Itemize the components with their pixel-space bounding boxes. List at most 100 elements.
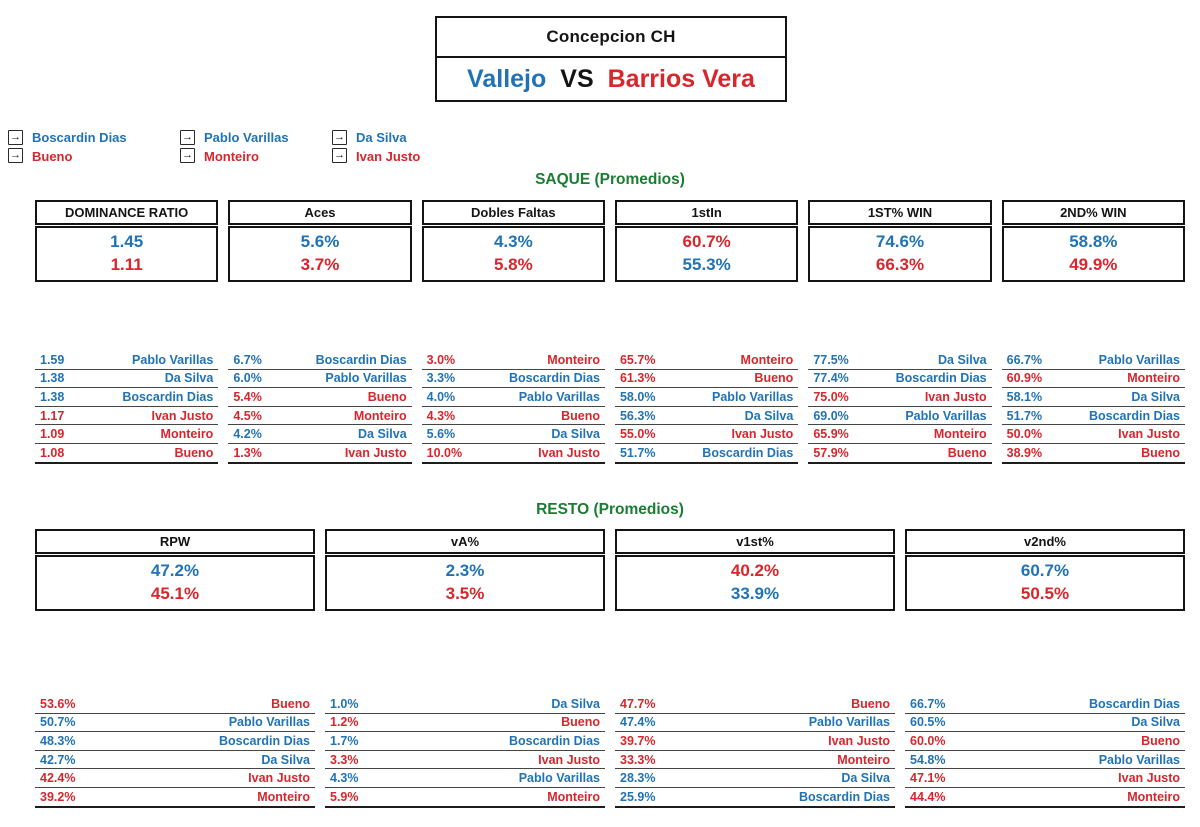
ranking-value: 50.7% (40, 715, 76, 730)
ranking-row: 58.0% Pablo Varillas (614, 388, 799, 407)
ranking-row: 3.3% Ivan Justo (325, 751, 605, 770)
ranking-player-name: Monteiro (547, 789, 600, 804)
ranking-row: 61.3% Bueno (614, 370, 799, 389)
ranking-player-name: Monteiro (547, 352, 600, 367)
ranking-list-va: 1.0% Da Silva 1.2% Bueno 1.7% Boscardin … (325, 695, 605, 808)
stat-label: v2nd% (905, 529, 1185, 554)
ranking-player-name: Bueno (851, 696, 890, 711)
stat-value-bottom: 3.5% (445, 584, 485, 603)
ranking-row: 4.0% Pablo Varillas (421, 388, 605, 407)
ranking-row: 25.9% Boscardin Dias (615, 788, 895, 808)
player-link-arrow-icon[interactable]: → (180, 148, 195, 164)
player-link-arrow-icon[interactable]: → (180, 130, 195, 145)
ranking-value: 60.9% (1006, 371, 1043, 386)
stat-values: 1.45 1.11 (35, 226, 219, 282)
ranking-value: 38.9% (1006, 445, 1043, 460)
stat-value-top: 60.7% (1020, 561, 1070, 580)
ranking-value: 4.5% (233, 408, 262, 423)
stat-value-bottom: 55.3% (682, 255, 731, 274)
ranking-player-name: Pablo Varillas (325, 371, 407, 386)
ranking-player-name: Da Silva (938, 352, 987, 367)
ranking-row: 1.38 Da Silva (35, 370, 219, 389)
ranking-row: 47.4% Pablo Varillas (615, 714, 895, 733)
player-link-arrow-icon[interactable]: → (8, 148, 23, 164)
ranking-row: 39.7% Ivan Justo (615, 732, 895, 751)
ranking-player-name: Ivan Justo (344, 445, 407, 460)
ranking-row: 4.2% Da Silva (228, 425, 412, 444)
ranking-value: 3.0% (426, 352, 456, 367)
ranking-player-name: Boscardin Dias (508, 733, 600, 748)
ranking-player-name: Monteiro (1127, 789, 1180, 804)
ranking-row: 1.08 Bueno (35, 444, 219, 464)
ranking-player-name: Ivan Justo (248, 771, 310, 786)
ranking-row: 55.0% Ivan Justo (614, 425, 799, 444)
ranking-value: 39.2% (40, 789, 76, 804)
ranking-value: 4.2% (233, 427, 262, 442)
legend-pair-3: → Da Silva → Ivan Justo (332, 128, 420, 166)
ranking-value: 6.7% (233, 352, 262, 367)
legend-player-name: Boscardin Dias (32, 130, 127, 145)
ranking-value: 44.4% (910, 789, 946, 804)
legend-pair-2: → Pablo Varillas → Monteiro (180, 128, 289, 166)
ranking-value: 1.0% (330, 696, 359, 711)
ranking-value: 3.3% (426, 371, 456, 386)
ranking-value: 66.7% (910, 696, 946, 711)
ranking-player-name: Boscardin Dias (218, 733, 310, 748)
ranking-player-name: Pablo Varillas (132, 352, 214, 367)
ranking-player-name: Pablo Varillas (905, 408, 987, 423)
ranking-row: 47.1% Ivan Justo (905, 769, 1185, 788)
tournament-title: Concepcion CH (437, 18, 785, 58)
ranking-player-name: Da Silva (1131, 715, 1180, 730)
ranking-player-name: Bueno (1141, 445, 1180, 460)
stat-label: 2ND% WIN (1001, 200, 1185, 225)
ranking-player-name: Ivan Justo (828, 733, 890, 748)
stat-box-v1st: v1st% 40.2% 33.9% (615, 529, 895, 611)
saque-rankings-row: 1.59 Pablo Varillas 1.38 Da Silva 1.38 B… (35, 351, 1185, 464)
stat-label: vA% (325, 529, 605, 554)
stat-value-top: 47.2% (150, 561, 200, 580)
ranking-row: 1.2% Bueno (325, 714, 605, 733)
player-link-arrow-icon[interactable]: → (332, 130, 347, 145)
stat-values: 4.3% 5.8% (421, 226, 605, 282)
resto-stats-row: RPW 47.2% 45.1% vA% 2.3% 3.5% v1st% 40.2… (35, 529, 1185, 611)
stat-box-v2nd: v2nd% 60.7% 50.5% (905, 529, 1185, 611)
player-link-arrow-icon[interactable]: → (8, 130, 23, 145)
player-link-arrow-icon[interactable]: → (332, 148, 347, 164)
stat-values: 60.7% 55.3% (614, 226, 799, 282)
ranking-row: 50.0% Ivan Justo (1001, 425, 1185, 444)
ranking-list-v1st: 47.7% Bueno 47.4% Pablo Varillas 39.7% I… (615, 695, 895, 808)
ranking-player-name: Ivan Justo (538, 445, 600, 460)
ranking-value: 56.3% (619, 408, 656, 423)
ranking-value: 10.0% (426, 445, 463, 460)
ranking-player-name: Pablo Varillas (1098, 352, 1180, 367)
ranking-player-name: Bueno (561, 715, 600, 730)
ranking-player-name: Bueno (367, 389, 407, 404)
ranking-row: 77.4% Boscardin Dias (808, 370, 992, 389)
ranking-row: 10.0% Ivan Justo (421, 444, 605, 464)
stat-values: 2.3% 3.5% (325, 555, 605, 611)
ranking-list-dobles-faltas: 3.0% Monteiro 3.3% Boscardin Dias 4.0% P… (421, 351, 605, 464)
ranking-value: 3.3% (330, 752, 359, 767)
ranking-value: 1.59 (40, 352, 65, 367)
stat-box-1st-win: 1ST% WIN 74.6% 66.3% (808, 200, 992, 282)
stat-label: Aces (228, 200, 412, 225)
ranking-row: 28.3% Da Silva (615, 769, 895, 788)
stat-value-bottom: 1.11 (110, 255, 143, 274)
stat-box-rpw: RPW 47.2% 45.1% (35, 529, 315, 611)
stat-box-1stin: 1stIn 60.7% 55.3% (614, 200, 799, 282)
ranking-row: 5.6% Da Silva (421, 425, 605, 444)
ranking-row: 66.7% Pablo Varillas (1001, 351, 1185, 370)
ranking-value: 42.7% (40, 752, 76, 767)
stat-value-top: 74.6% (875, 232, 925, 251)
stat-value-top: 58.8% (1069, 232, 1118, 251)
ranking-row: 4.3% Pablo Varillas (325, 769, 605, 788)
ranking-row: 1.59 Pablo Varillas (35, 351, 219, 370)
ranking-row: 53.6% Bueno (35, 695, 315, 714)
ranking-player-name: Boscardin Dias (1088, 696, 1180, 711)
stat-box-2nd-win: 2ND% WIN 58.8% 49.9% (1001, 200, 1185, 282)
ranking-value: 4.3% (426, 408, 456, 423)
ranking-player-name: Monteiro (160, 427, 214, 442)
ranking-player-name: Monteiro (353, 408, 407, 423)
stat-label: RPW (35, 529, 315, 554)
player1-name: Vallejo (467, 65, 547, 93)
